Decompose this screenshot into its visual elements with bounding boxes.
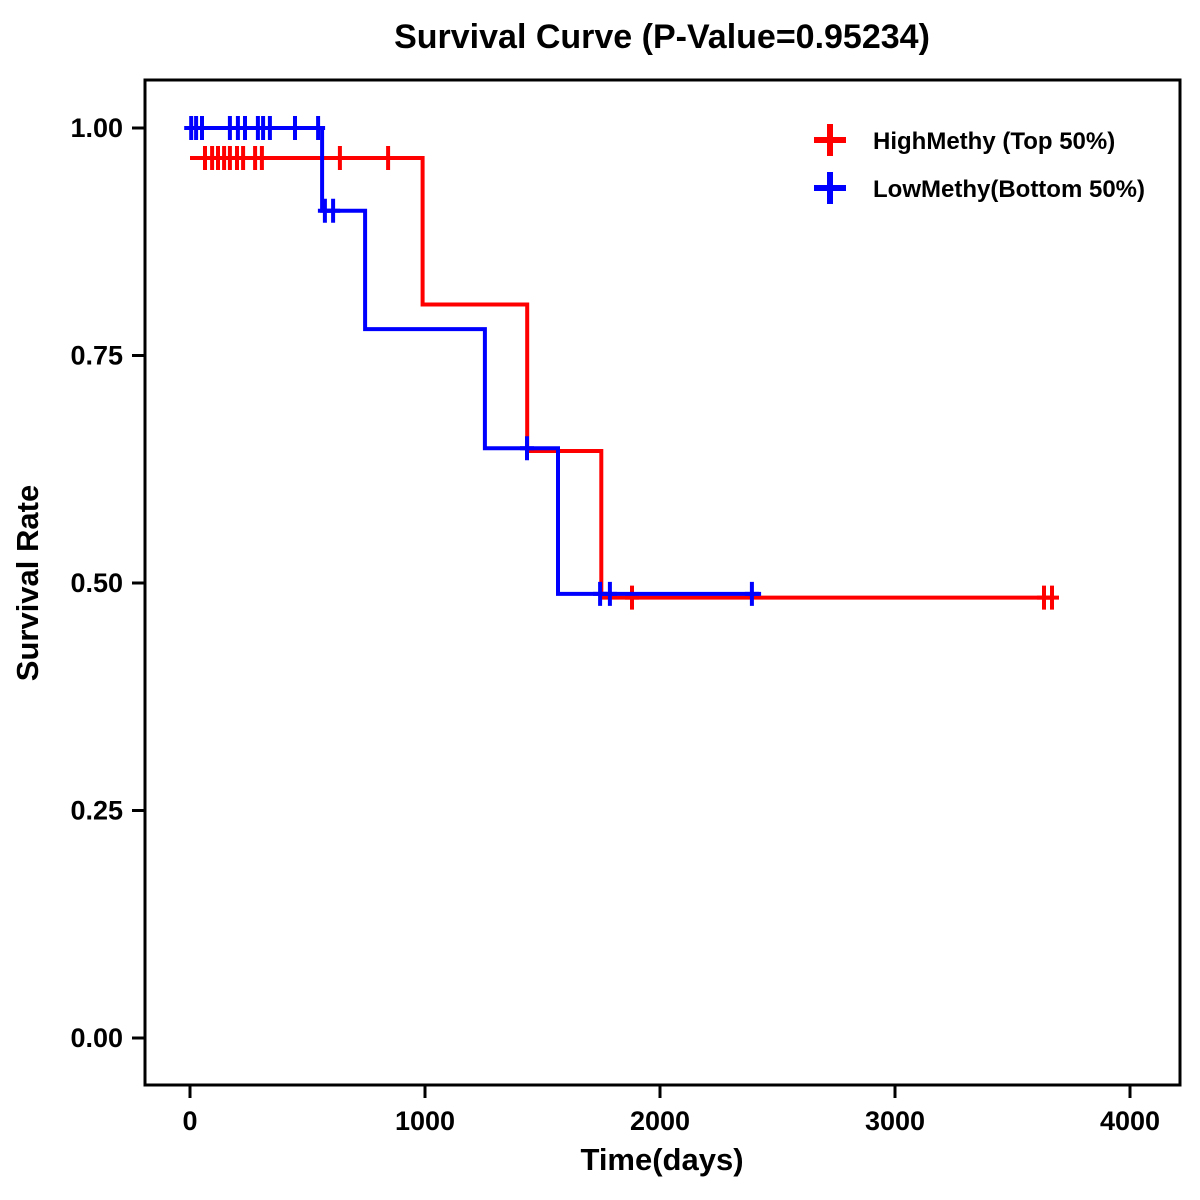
survival-step-curve: [190, 156, 1052, 600]
series-lowmethy: [184, 116, 762, 606]
legend-label: HighMethy (Top 50%): [873, 128, 1115, 155]
censor-mark-icon: [262, 116, 277, 140]
censor-mark-icon: [625, 585, 639, 610]
y-tick-label: 0.00: [70, 1023, 123, 1053]
plot-area-border: [143, 78, 1182, 1087]
chart-title: Survival Curve (P-Value=0.95234): [394, 18, 930, 56]
legend-entry: LowMethy(Bottom 50%): [814, 172, 1145, 204]
censor-mark-icon: [744, 581, 759, 606]
censor-mark-icon: [288, 116, 302, 140]
censor-mark-icon: [332, 146, 347, 170]
censor-mark-icon: [236, 146, 251, 170]
y-tick-label: 0.25: [70, 796, 123, 826]
legend-plus-icon: [814, 124, 846, 156]
censor-mark-icon: [238, 116, 252, 140]
censor-mark-icon: [381, 146, 396, 170]
series-highmethy: [190, 146, 1059, 610]
legend-label: LowMethy(Bottom 50%): [873, 176, 1145, 203]
x-tick-label: 1000: [395, 1106, 455, 1136]
x-tick-label: 3000: [865, 1106, 925, 1136]
x-tick-label: 2000: [630, 1106, 690, 1136]
axis-ticks: 0 1000 2000 3000 4000 0.00 0.25 0.50 0.75 1.00: [70, 113, 1160, 1136]
survival-step-curve: [190, 126, 762, 596]
censor-mark-icon: [520, 436, 534, 461]
x-axis-label: Time(days): [580, 1142, 743, 1177]
censor-mark-icon: [311, 116, 326, 140]
legend-entry: HighMethy (Top 50%): [814, 124, 1115, 156]
x-tick-label: 4000: [1100, 1106, 1160, 1136]
censor-mark-icon: [326, 198, 341, 223]
series-curves: [184, 116, 1059, 610]
y-tick-label: 1.00: [70, 113, 123, 143]
legend: HighMethy (Top 50%) LowMethy(Bottom 50%): [814, 124, 1145, 204]
censor-mark-icon: [254, 146, 269, 170]
censor-mark-icon: [195, 116, 209, 140]
legend-plus-icon: [814, 172, 846, 204]
y-axis-label: Survival Rate: [10, 485, 45, 681]
y-tick-label: 0.75: [70, 341, 123, 371]
x-tick-label: 0: [182, 1106, 197, 1136]
censor-mark-icon: [602, 581, 617, 606]
y-tick-label: 0.50: [70, 568, 123, 598]
censor-mark-icon: [1045, 585, 1059, 610]
